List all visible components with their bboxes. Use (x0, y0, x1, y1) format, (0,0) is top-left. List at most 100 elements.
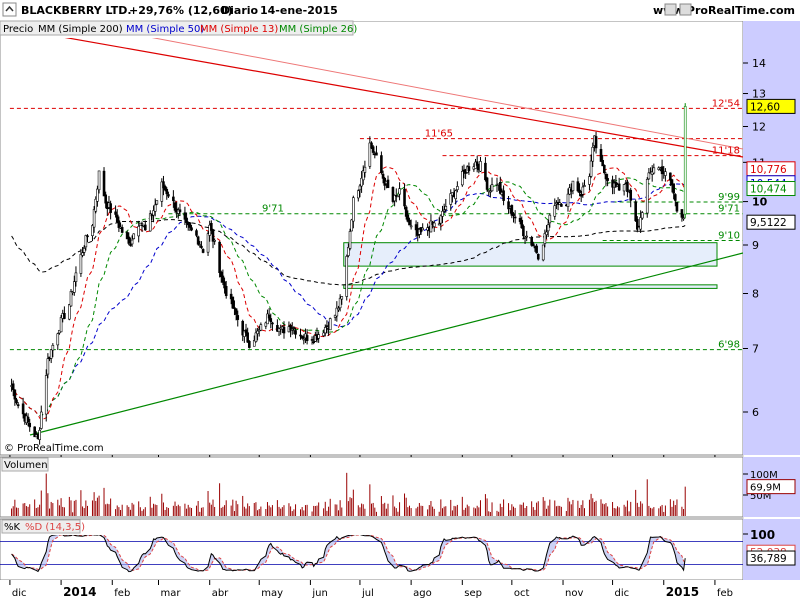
candle-body (406, 214, 410, 222)
candle-body (317, 334, 320, 339)
candle-body (381, 173, 385, 179)
price-badge (746, 98, 796, 114)
candle-body (185, 217, 188, 224)
candle-body (234, 308, 238, 315)
candle-body (432, 222, 436, 227)
stochastic-d-line (11, 535, 686, 572)
volume-badge (746, 479, 796, 495)
price-badge-label: 12,60 (750, 101, 780, 113)
volume-tick-label: 50M (750, 491, 771, 502)
candle-body (594, 136, 598, 149)
collapse-icon[interactable] (2, 2, 17, 17)
candle-body (305, 335, 309, 341)
window-controls (664, 3, 692, 16)
level-label: 9'71 (718, 204, 740, 215)
candle-body (347, 247, 350, 256)
candle-body (513, 216, 517, 219)
candle-body (244, 329, 248, 334)
time-tick-label: 2015 (666, 585, 699, 599)
candle-body (188, 222, 192, 228)
candle-body (269, 318, 273, 323)
candle-body (21, 403, 25, 415)
candle-body (11, 383, 15, 390)
stochastic-d-label[interactable]: %D (14,3,5) (25, 522, 85, 533)
candle-body (522, 225, 525, 237)
candle-body (371, 146, 375, 153)
candle-body (682, 217, 685, 220)
candle-body (645, 179, 649, 214)
candle-body (140, 223, 144, 225)
candle-body (414, 224, 418, 231)
maximize-icon[interactable] (679, 3, 692, 16)
candle-body (162, 181, 165, 189)
candle-body (350, 219, 353, 232)
level-label: 11'18 (712, 146, 740, 157)
time-tick-label: mar (161, 588, 182, 599)
candle-body (404, 206, 408, 217)
volume-tick-label: 100M (750, 470, 778, 481)
price-tick-label: 6 (752, 406, 759, 419)
candle-body (368, 142, 372, 167)
candle-body (82, 248, 86, 253)
candle-body (16, 404, 20, 407)
candle-body (328, 318, 332, 331)
legend-sma13[interactable]: MM (Simple 13) (200, 24, 278, 35)
candle-body (484, 162, 487, 181)
candle-body (211, 229, 215, 242)
candle-body (512, 213, 515, 217)
legend-sma26[interactable]: MM (Simple 26) (279, 24, 357, 35)
time-tick-label: nov (565, 588, 583, 599)
time-tick-label: feb (717, 588, 733, 599)
candle-body (323, 327, 327, 334)
candle-body (589, 160, 593, 177)
candle-body (338, 297, 342, 309)
stochastic-k-label[interactable]: %K (4, 522, 21, 533)
candle-body (200, 245, 203, 248)
candle-body (674, 194, 677, 201)
candle-body (241, 320, 245, 336)
stochastic-k-line (11, 535, 686, 573)
candle-body (152, 210, 155, 216)
candle-body (429, 220, 433, 233)
legend-price[interactable]: Precio (3, 24, 33, 35)
candle-body (441, 210, 444, 217)
candle-body (541, 244, 545, 261)
candle-body (114, 211, 117, 215)
candle-body (588, 176, 591, 185)
candle-body (558, 202, 562, 205)
price-candles (10, 103, 687, 445)
time-axis: dic 2014 feb mar abr may jun jul ago sep oct nov dic… (9, 455, 733, 599)
candle-body (15, 399, 18, 404)
candle-body (236, 315, 240, 320)
volume-title: Volumen (1, 457, 49, 472)
candle-body (49, 349, 53, 359)
candle-body (271, 322, 274, 325)
candle-body (660, 166, 664, 175)
legend-sma50[interactable]: MM (Simple 50) (126, 24, 204, 35)
candle-body (603, 164, 606, 174)
candle-body (360, 177, 363, 187)
candle-body (173, 202, 177, 211)
candle-body (530, 237, 533, 246)
candle-body (636, 219, 639, 230)
candle-body (266, 313, 269, 325)
candle-body (672, 183, 675, 194)
candle-body (664, 171, 667, 176)
candle-body (535, 245, 538, 254)
candle-body (195, 230, 198, 236)
stochastic-tick-label: 100 (750, 528, 775, 542)
time-tick-label: may (261, 588, 283, 599)
candle-body (97, 170, 101, 191)
price-tick-label: 7 (752, 343, 759, 356)
candle-body (163, 186, 167, 191)
candle-body (13, 389, 17, 400)
legend-sma200[interactable]: MM (Simple 200) (38, 24, 123, 35)
candle-body (322, 332, 325, 336)
candle-body (485, 177, 489, 190)
candle-body (583, 185, 586, 187)
minimize-icon[interactable] (664, 3, 677, 16)
volume-label[interactable]: Volumen (4, 460, 48, 471)
candle-body (231, 296, 235, 309)
stochastic-badge (746, 550, 796, 566)
